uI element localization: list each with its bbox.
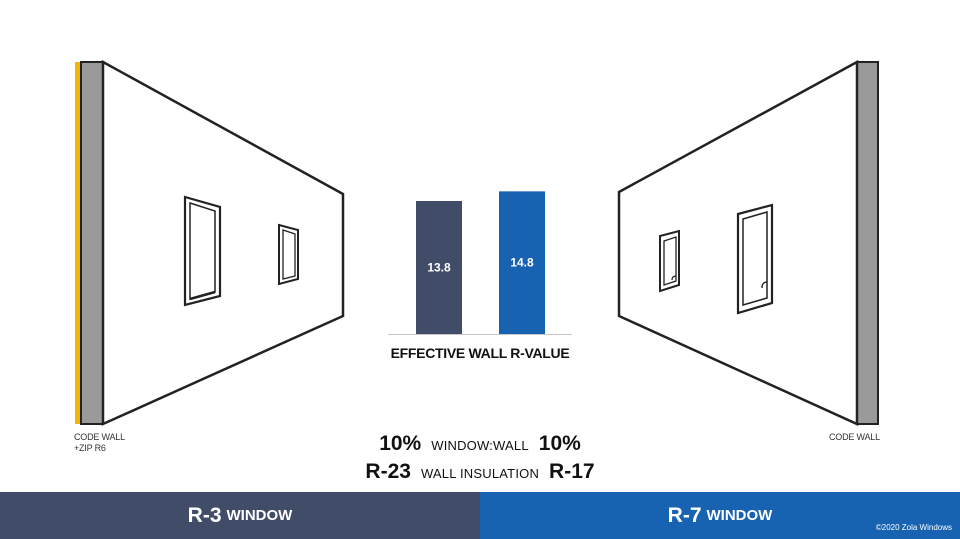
footer-left-label: WINDOW xyxy=(226,507,293,524)
footer-right-label: WINDOW xyxy=(706,507,773,524)
ratio-left-value: 10% xyxy=(379,432,422,455)
left-wall-label-line1: CODE WALL xyxy=(74,432,125,442)
ratio-label: WINDOW:WALL xyxy=(431,438,529,453)
footer-left-value: R-3 xyxy=(187,503,222,527)
bar-1-data-label: 13.8 xyxy=(427,261,451,275)
left-wall-small-window xyxy=(278,223,299,286)
right-wall xyxy=(617,59,879,426)
right-wall-small-window xyxy=(659,229,680,293)
right-wall-edge xyxy=(856,61,879,425)
insulation-right-value: R-17 xyxy=(549,460,595,483)
left-wall-label-line2: +ZIP R6 xyxy=(74,443,106,453)
left-wall xyxy=(75,59,345,426)
wall-insulation-row: R-23 WALL INSULATION R-17 xyxy=(300,460,660,484)
ratio-right-value: 10% xyxy=(538,432,581,455)
left-wall-label: CODE WALL +ZIP R6 xyxy=(74,432,125,454)
footer-right-value: R-7 xyxy=(667,503,702,527)
bar-2 xyxy=(499,191,545,334)
right-wall-label: CODE WALL xyxy=(829,432,880,442)
bar-2-data-label: 14.8 xyxy=(510,256,534,270)
insulation-left-value: R-23 xyxy=(365,460,411,483)
chart-title: EFFECTIVE WALL R-VALUE xyxy=(390,345,570,361)
left-wall-edge xyxy=(80,61,104,425)
bar-chart: 13.8 14.8 xyxy=(388,191,572,335)
right-wall-large-window xyxy=(736,203,774,315)
footer-left-panel: R-3 WINDOW xyxy=(0,492,480,539)
left-wall-insulation-strip xyxy=(75,62,81,424)
bar-1 xyxy=(416,201,462,334)
copyright-text: ©2020 Zola Windows xyxy=(875,523,952,532)
window-wall-ratio-row: 10% WINDOW:WALL 10% xyxy=(300,432,660,456)
footer-right-panel: R-7 WINDOW xyxy=(480,492,960,539)
left-wall-large-window xyxy=(183,195,222,307)
footer-bar: R-3 WINDOW R-7 WINDOW xyxy=(0,492,960,539)
left-wall-face xyxy=(101,59,345,426)
insulation-label: WALL INSULATION xyxy=(420,466,540,481)
